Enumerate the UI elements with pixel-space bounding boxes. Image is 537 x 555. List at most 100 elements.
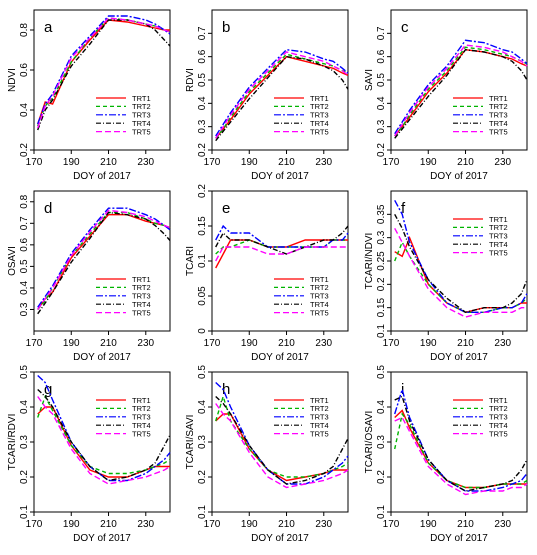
x-tick-label: 190 <box>63 157 80 168</box>
panel-i: 170 190 210 230 0.1 0.2 0.3 0.4 0.5 DOY of 2017 TC… <box>364 365 528 544</box>
legend-entry: TRT3 <box>310 292 329 301</box>
series-line-trt1 <box>215 55 349 139</box>
y-axis-label: TCARI <box>185 246 196 276</box>
series-line-trt5 <box>394 227 527 318</box>
y-tick-label: 0.3 <box>19 302 30 316</box>
x-tick-label: 190 <box>241 157 258 168</box>
legend-entry: TRT2 <box>132 283 151 292</box>
y-tick-label: 0.1 <box>19 505 30 519</box>
x-tick-label: 230 <box>315 338 332 349</box>
x-axis-label: DOY of 2017 <box>430 171 488 182</box>
x-tick-label: 170 <box>383 157 400 168</box>
y-tick-label: 0 <box>197 328 208 334</box>
legend-entry: TRT2 <box>489 223 508 232</box>
y-axis-label: TCARI/OSAVI <box>364 411 375 474</box>
series-line-trt3 <box>394 386 528 492</box>
legend-entry: TRT4 <box>132 119 151 128</box>
series-line-trt3 <box>215 48 349 137</box>
legend-entry: TRT2 <box>489 102 508 111</box>
y-tick-label: 0.5 <box>197 73 208 87</box>
panel-letter: c <box>401 19 409 36</box>
y-tick-label: 0.5 <box>197 365 208 379</box>
series-line-trt3 <box>215 224 349 248</box>
y-tick-label: 0.3 <box>376 230 387 244</box>
panel-letter: e <box>222 200 230 217</box>
x-tick-label: 170 <box>383 338 400 349</box>
y-tick-label: 0.2 <box>197 184 208 198</box>
y-tick-label: 0.7 <box>19 216 30 230</box>
legend-entry: TRT1 <box>489 215 508 224</box>
x-axis-label: DOY of 2017 <box>251 533 309 544</box>
y-tick-label: 0.3 <box>197 119 208 133</box>
legend-entry: TRT1 <box>310 94 329 103</box>
legend-entry: TRT4 <box>310 119 329 128</box>
y-tick-label: 0.05 <box>197 286 208 306</box>
legend-entry: TRT3 <box>132 413 151 422</box>
y-axis-label: TCARI/SAVI <box>185 415 196 470</box>
series-line-trt1 <box>37 406 170 478</box>
y-axis-label: TCARI/NDVI <box>364 233 375 290</box>
x-axis-label: DOY of 2017 <box>73 171 131 182</box>
series-line-trt2 <box>37 17 171 127</box>
y-tick-label: 0.4 <box>19 281 30 295</box>
legend-entry: TRT4 <box>310 300 329 309</box>
legend-entry: TRT2 <box>310 404 329 413</box>
series-line-trt4 <box>394 213 528 314</box>
y-tick-label: 0.35 <box>376 204 387 224</box>
y-axis-label: SAVI <box>364 69 375 91</box>
y-tick-label: 0.2 <box>19 143 30 157</box>
x-tick-label: 190 <box>63 338 80 349</box>
y-tick-label: 0.1 <box>376 505 387 519</box>
x-tick-label: 230 <box>494 519 511 530</box>
legend-entry: TRT3 <box>489 413 508 422</box>
panel-f: 170 190 210 230 0.1 0.15 0.2 0.25 0.3 0.35 DOY of … <box>364 190 528 363</box>
y-tick-label: 0.2 <box>376 277 387 291</box>
series-line-trt3 <box>394 199 528 313</box>
legend-entry: TRT2 <box>489 404 508 413</box>
y-tick-label: 0.2 <box>19 470 30 484</box>
x-tick-label: 230 <box>137 519 154 530</box>
legend-entry: TRT1 <box>489 396 508 405</box>
legend-entry: TRT2 <box>132 404 151 413</box>
series-line-trt2 <box>394 240 528 313</box>
y-tick-label: 0.8 <box>19 194 30 208</box>
y-tick-label: 0.1 <box>376 324 387 338</box>
legend-entry: TRT4 <box>310 421 329 430</box>
legend-entry: TRT1 <box>132 275 151 284</box>
panel-frame <box>33 190 171 332</box>
legend-entry: TRT1 <box>310 396 329 405</box>
x-tick-label: 210 <box>278 157 295 168</box>
y-tick-label: 0.4 <box>197 96 208 110</box>
panel-d: 170 190 210 230 0.3 0.4 0.5 0.6 0.7 0.8 DOY of 201… <box>7 190 171 363</box>
legend-entry: TRT3 <box>489 232 508 241</box>
series-line-trt5 <box>394 416 528 496</box>
legend-entry: TRT4 <box>132 421 151 430</box>
legend-entry: TRT5 <box>489 429 508 438</box>
y-tick-label: 0.5 <box>376 73 387 87</box>
panel-letter: i <box>401 381 404 398</box>
y-tick-label: 0.3 <box>197 435 208 449</box>
x-tick-label: 210 <box>457 338 474 349</box>
x-tick-label: 210 <box>100 519 117 530</box>
x-tick-label: 170 <box>204 519 221 530</box>
y-tick-label: 0.6 <box>197 49 208 63</box>
y-tick-label: 0.3 <box>19 435 30 449</box>
x-axis-label: DOY of 2017 <box>251 352 309 363</box>
y-tick-label: 0.4 <box>197 400 208 414</box>
legend-entry: TRT5 <box>132 429 151 438</box>
x-tick-label: 230 <box>137 338 154 349</box>
series-line-trt4 <box>37 211 171 315</box>
x-tick-label: 170 <box>204 157 221 168</box>
y-tick-label: 0.7 <box>376 26 387 40</box>
panel-frame <box>211 371 349 513</box>
x-tick-label: 170 <box>26 338 43 349</box>
y-tick-label: 0.6 <box>376 49 387 63</box>
panel-g: 170 190 210 230 0.1 0.2 0.3 0.4 0.5 DOY of 2017 TC… <box>7 365 171 544</box>
x-tick-label: 170 <box>204 338 221 349</box>
series-line-trt3 <box>37 207 171 308</box>
series-line-trt4 <box>37 388 171 482</box>
legend-entry: TRT5 <box>310 127 329 136</box>
panel-a: 170 190 210 230 0.2 0.4 0.6 0.8 DOY of 2017 NDVI a… <box>7 9 171 182</box>
